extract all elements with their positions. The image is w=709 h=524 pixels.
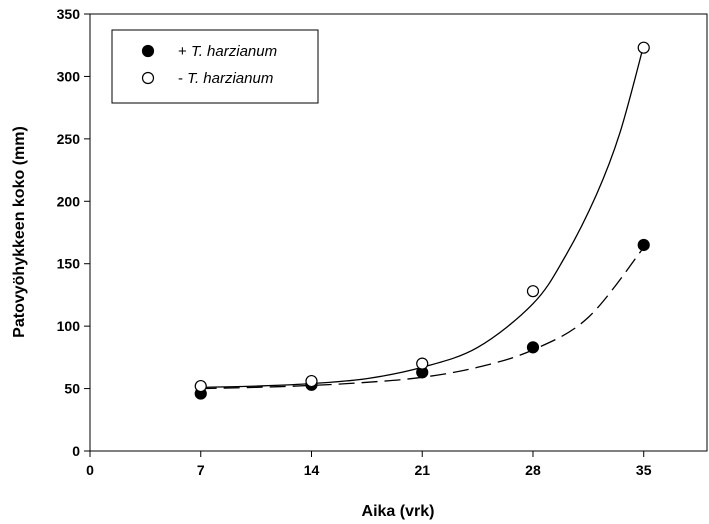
fit-curve-series-1 xyxy=(200,45,645,388)
y-tick-label: 350 xyxy=(57,6,81,22)
x-tick-label: 7 xyxy=(197,462,205,478)
y-tick-label: 150 xyxy=(57,256,81,272)
legend-box xyxy=(111,29,319,104)
y-tick-label: 200 xyxy=(57,193,81,209)
y-tick-label: 0 xyxy=(72,443,80,459)
fit-curve-series-0 xyxy=(200,247,645,390)
data-point-series-1 xyxy=(416,357,429,370)
data-point-series-1 xyxy=(194,379,207,393)
y-tick-label: 50 xyxy=(64,381,80,397)
data-point-series-0 xyxy=(637,238,650,252)
x-tick-label: 21 xyxy=(414,462,430,478)
y-tick-label: 100 xyxy=(57,318,81,334)
legend-label-minus: - T. harzianum xyxy=(178,70,273,87)
axis-ticks: 0 50 100 150 200 250 300 350 0 7 14 21 28 35 xyxy=(57,6,652,478)
data-point-series-1 xyxy=(305,374,318,388)
fit-curves xyxy=(200,45,645,390)
legend-marker-open xyxy=(141,71,155,85)
x-tick-label: 35 xyxy=(636,462,652,478)
x-tick-label: 0 xyxy=(86,462,94,478)
legend: + T. harzianum - T. harzianum xyxy=(111,29,319,104)
x-tick-label: 14 xyxy=(304,462,320,478)
x-axis-title: Aika (vrk) xyxy=(362,503,435,520)
data-point-series-0 xyxy=(526,341,540,354)
y-axis-title: Patovyöhykkeen koko (mm) xyxy=(11,126,28,338)
legend-marker-filled xyxy=(141,44,155,58)
x-tick-label: 28 xyxy=(525,462,541,478)
data-point-series-1 xyxy=(637,41,650,54)
plot-area-frame xyxy=(89,13,708,452)
legend-label-plus: + T. harzianum xyxy=(178,43,277,60)
y-tick-label: 250 xyxy=(57,131,81,147)
data-point-series-1 xyxy=(526,285,540,298)
y-tick-label: 300 xyxy=(57,68,81,84)
data-points xyxy=(194,41,650,400)
